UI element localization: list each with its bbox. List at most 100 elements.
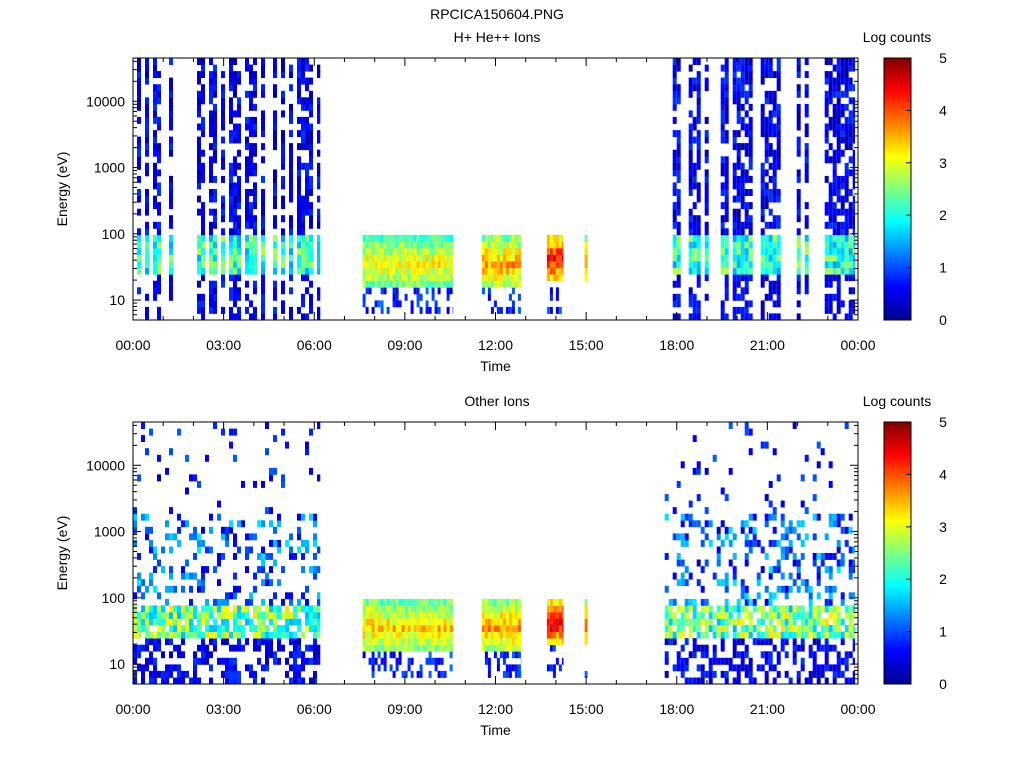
heatmap-cell [482,241,485,248]
heatmap-cell [444,241,447,248]
heatmap-cell [372,261,375,268]
heatmap-cell [562,612,564,619]
heatmap-cell [281,474,285,481]
heatmap-cell [209,209,213,216]
heatmap-cell [309,97,313,104]
heatmap-cell [297,84,301,91]
heatmap-cell [432,658,435,665]
heatmap-cell [813,494,817,501]
heatmap-cell [289,169,293,176]
heatmap-cell [305,202,309,209]
heatmap-cell [233,287,237,294]
heatmap-cell [305,255,309,262]
heatmap-cell [797,255,801,262]
heatmap-cell [245,91,249,98]
heatmap-cell [841,228,845,235]
heatmap-cell [705,182,709,189]
heatmap-cell [777,196,781,203]
heatmap-cell [817,645,821,652]
heatmap-cell [237,130,241,137]
heatmap-cell [253,248,257,255]
heatmap-cell [801,520,805,527]
heatmap-cell [518,671,521,678]
heatmap-cell [737,671,741,678]
heatmap-cell [450,638,453,645]
heatmap-cell [233,586,237,593]
heatmap-cell [701,678,705,685]
heatmap-cell [221,71,225,78]
heatmap-cell [737,84,741,91]
heatmap-cell [237,78,241,85]
heatmap-cell [396,664,399,671]
heatmap-cell [301,294,305,301]
heatmap-cell [817,664,821,671]
heatmap-cell [681,579,685,586]
heatmap-cell [221,527,225,534]
heatmap-cell [165,671,169,678]
heatmap-cell [837,196,841,203]
heatmap-cell [777,274,781,281]
heatmap-cell [749,448,753,455]
heatmap-cell [245,169,249,176]
heatmap-cell [177,671,181,678]
heatmap-cell [273,540,277,547]
heatmap-cell [173,605,177,612]
heatmap-cell [825,156,829,163]
heatmap-cell [773,110,777,117]
heatmap-cell [697,222,701,229]
heatmap-cell [414,632,417,639]
heatmap-cell [372,281,375,288]
heatmap-cell [245,163,249,170]
heatmap-cell [693,612,697,619]
heatmap-cell [229,104,233,111]
heatmap-cell [512,645,515,652]
heatmap-cell [145,110,149,117]
heatmap-cell [261,300,265,307]
heatmap-cell [420,645,423,652]
heatmap-cell [309,307,313,314]
heatmap-cell [556,599,559,606]
heatmap-cell [305,235,309,242]
heatmap-cell [432,281,435,288]
heatmap-cell [829,645,833,652]
heatmap-cell [435,605,438,612]
heatmap-cell [233,612,237,619]
heatmap-cell [745,632,749,639]
heatmap-cell [145,130,149,137]
heatmap-cell [585,619,588,626]
heatmap-cell [153,241,157,248]
heatmap-cell [681,573,685,580]
heatmap-cell [494,268,497,275]
heatmap-cell [737,632,741,639]
heatmap-cell [281,71,285,78]
heatmap-cell [432,599,435,606]
heatmap-cell [693,468,697,475]
heatmap-cell [201,235,205,242]
heatmap-cell [444,261,447,268]
heatmap-cell [805,156,809,163]
heatmap-cell [438,307,441,314]
heatmap-cell [399,625,402,632]
heatmap-cell [681,540,685,547]
heatmap-cell [213,143,217,150]
heatmap-cell [825,553,829,560]
heatmap-cell [405,248,408,255]
heatmap-cell [153,566,157,573]
heatmap-cell [737,110,741,117]
heatmap-cell [785,547,789,554]
heatmap-cell [500,651,503,658]
heatmap-cell [237,586,241,593]
heatmap-cell [765,658,769,665]
heatmap-cell [841,91,845,98]
heatmap-cell [137,163,141,170]
heatmap-cell [845,625,849,632]
heatmap-cell [685,612,689,619]
heatmap-cell [741,189,745,196]
x-tick-label: 21:00 [750,701,785,717]
y-axis-label: Energy (eV) [54,516,70,591]
heatmap-cell [494,281,497,288]
heatmap-cell [261,313,265,320]
heatmap-cell [229,520,233,527]
heatmap-cell [556,638,559,645]
heatmap-cell [297,65,301,72]
